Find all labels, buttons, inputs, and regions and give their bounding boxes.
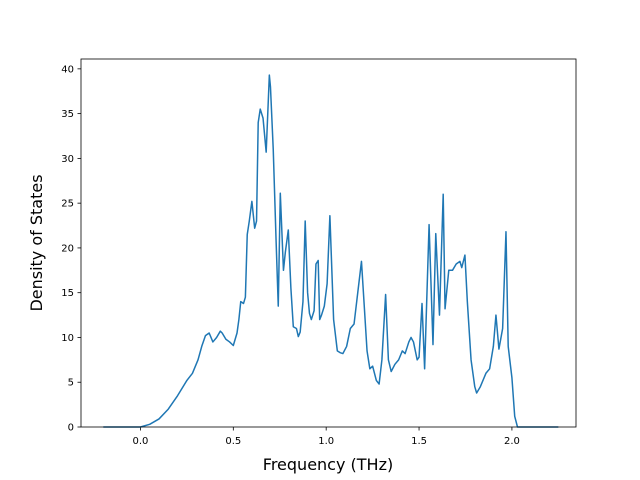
y-tick-label: 15 [61, 288, 74, 299]
y-tick-label: 25 [61, 199, 74, 210]
y-tick-label: 35 [61, 109, 74, 120]
y-tick-label: 0 [68, 423, 74, 434]
line-series [103, 74, 559, 428]
plot-frame [80, 58, 577, 428]
x-tick-label: 1.5 [411, 436, 427, 447]
x-tick-label: 2.0 [504, 436, 520, 447]
x-tick-label: 0.0 [132, 436, 148, 447]
y-tick-label: 20 [61, 243, 74, 254]
y-tick-label: 10 [61, 333, 74, 344]
y-tick-label: 5 [68, 378, 74, 389]
x-axis-label: Frequency (THz) [263, 455, 393, 474]
x-tick-label: 1.0 [318, 436, 334, 447]
y-tick-label: 40 [61, 64, 74, 75]
y-tick-label: 30 [61, 154, 74, 165]
x-tick-label: 0.5 [225, 436, 241, 447]
y-axis-label: Density of States [27, 174, 46, 311]
